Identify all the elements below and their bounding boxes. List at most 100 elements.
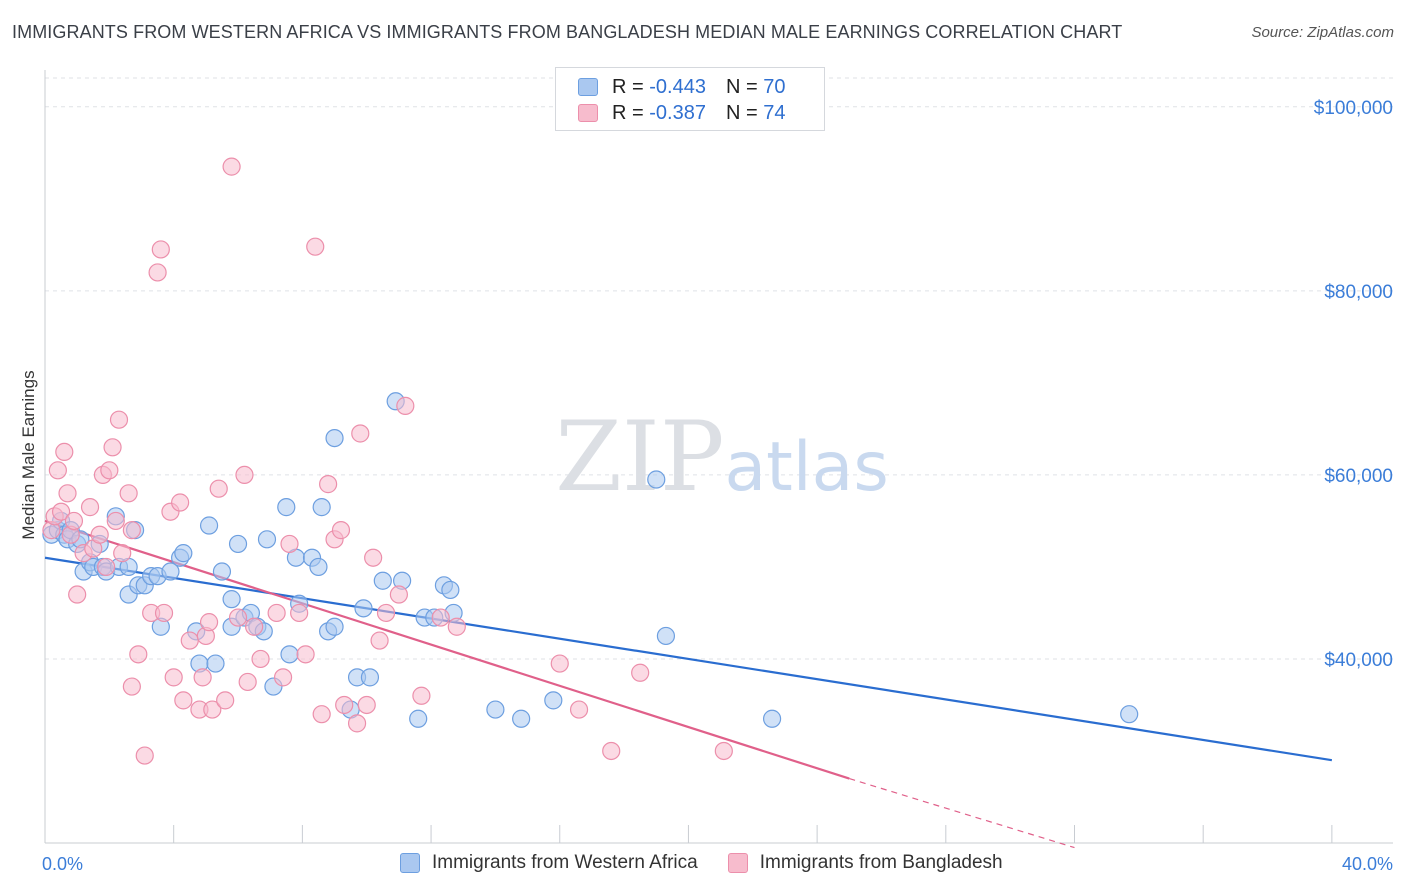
x-tick-label: 40.0% <box>1342 854 1393 874</box>
point-bangladesh <box>290 603 309 623</box>
legend-row-bangladesh: R = -0.387 N = 74 <box>578 101 785 125</box>
point-bangladesh <box>357 695 376 715</box>
point-bangladesh <box>90 525 109 544</box>
point-bangladesh <box>58 484 77 503</box>
point-western-africa <box>409 709 428 728</box>
point-bangladesh <box>447 617 466 636</box>
series-legend: Immigrants from Western Africa Immigrant… <box>400 852 1033 874</box>
legend-n-value: 70 <box>763 75 786 98</box>
point-western-africa <box>647 470 666 489</box>
point-bangladesh <box>148 263 167 282</box>
point-bangladesh <box>171 493 190 512</box>
point-bangladesh <box>267 603 286 623</box>
y-tick-label: $60,000 <box>1324 466 1393 487</box>
source-note: Source: ZipAtlas.com <box>1251 24 1394 41</box>
legend-n-label: N = <box>725 75 758 98</box>
point-bangladesh <box>251 649 270 669</box>
point-bangladesh <box>100 461 119 480</box>
point-bangladesh <box>55 442 74 461</box>
point-bangladesh <box>97 557 116 577</box>
point-bangladesh <box>431 608 450 627</box>
point-bangladesh <box>376 603 396 623</box>
point-western-africa <box>277 498 296 517</box>
point-western-africa <box>161 562 180 581</box>
correlation-legend: R = -0.443 N = 70 R = -0.387 N = 74 <box>555 67 825 131</box>
point-western-africa <box>486 700 505 719</box>
point-bangladesh <box>569 700 589 719</box>
legend-n-value: 74 <box>763 101 786 124</box>
point-bangladesh <box>550 654 569 673</box>
y-tick-label: $80,000 <box>1324 282 1393 303</box>
legend-row-western-africa: R = -0.443 N = 70 <box>578 75 785 99</box>
point-western-africa <box>441 580 460 600</box>
point-bangladesh <box>273 668 293 687</box>
point-bangladesh <box>370 631 389 650</box>
legend-swatch-pink <box>578 104 598 122</box>
point-bangladesh <box>51 502 71 521</box>
point-western-africa <box>360 668 380 687</box>
point-bangladesh <box>306 237 325 256</box>
legend-label-western-africa: Immigrants from Western Africa <box>432 852 698 873</box>
point-bangladesh <box>199 613 219 632</box>
point-western-africa <box>373 571 392 590</box>
point-bangladesh <box>235 465 254 485</box>
point-western-africa <box>257 530 277 549</box>
point-bangladesh <box>154 603 174 623</box>
y-tick-label: $40,000 <box>1324 650 1393 671</box>
point-western-africa <box>354 599 373 618</box>
point-western-africa <box>206 654 225 673</box>
point-western-africa <box>312 498 331 517</box>
point-bangladesh <box>216 691 235 710</box>
point-western-africa <box>1120 705 1139 724</box>
point-western-africa <box>228 534 248 554</box>
point-western-africa <box>325 428 344 448</box>
point-western-africa <box>544 691 563 710</box>
point-bangladesh <box>174 691 193 710</box>
point-bangladesh <box>280 534 299 554</box>
point-bangladesh <box>228 608 248 627</box>
point-bangladesh <box>164 668 183 687</box>
chart-title: IMMIGRANTS FROM WESTERN AFRICA VS IMMIGR… <box>12 22 1123 42</box>
x-tick-label: 0.0% <box>42 854 83 874</box>
legend-n-label: N = <box>725 101 758 124</box>
trend-line-western-africa <box>44 556 1333 762</box>
point-bangladesh <box>347 714 367 733</box>
point-bangladesh <box>122 521 141 540</box>
point-bangladesh <box>296 645 315 664</box>
point-bangladesh <box>203 700 222 719</box>
point-western-africa <box>222 590 241 609</box>
point-bangladesh <box>129 645 148 664</box>
point-western-africa <box>656 626 676 646</box>
y-tick-labels: $40,000 $60,000 $80,000 $100,000 <box>1314 98 1393 671</box>
x-tick-labels: 0.0% 40.0% <box>42 854 1393 874</box>
point-bangladesh <box>122 677 141 696</box>
y-tick-label: $100,000 <box>1314 98 1393 119</box>
legend-label-bangladesh: Immigrants from Bangladesh <box>759 852 1003 873</box>
point-bangladesh <box>106 511 125 531</box>
point-bangladesh <box>389 585 408 604</box>
point-western-africa <box>174 544 193 563</box>
point-bangladesh <box>396 396 415 415</box>
point-bangladesh <box>364 548 383 567</box>
point-western-africa <box>325 617 344 636</box>
legend-r-value: -0.443 <box>649 75 706 98</box>
point-western-africa <box>309 557 328 577</box>
legend-r-label: R = <box>612 75 644 98</box>
point-bangladesh <box>180 631 199 650</box>
point-bangladesh <box>222 157 241 176</box>
legend-r-value: -0.387 <box>649 101 706 124</box>
point-bangladesh <box>335 695 354 715</box>
point-western-africa <box>512 709 531 728</box>
point-bangladesh <box>631 663 650 682</box>
trend-line-bangladesh-extension <box>849 778 1075 849</box>
point-bangladesh <box>109 410 129 429</box>
point-bangladesh <box>312 705 331 724</box>
point-bangladesh <box>245 617 264 636</box>
point-bangladesh <box>64 511 84 531</box>
point-bangladesh <box>238 672 257 692</box>
point-bangladesh <box>48 461 67 480</box>
y-axis-label: Median Male Earnings <box>19 370 38 539</box>
point-bangladesh <box>151 240 170 259</box>
point-bangladesh <box>113 544 132 563</box>
